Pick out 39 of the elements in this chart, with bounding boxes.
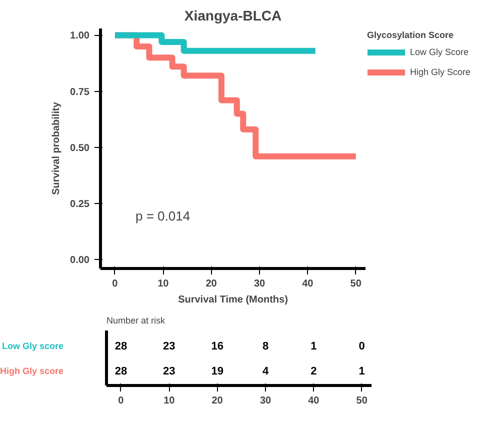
- legend-title: Glycosylation Score: [367, 30, 455, 40]
- chart-title: Number at risk: [106, 316, 166, 326]
- data-label: 23: [163, 340, 176, 352]
- data-label: 1: [310, 340, 317, 352]
- data-label: 0: [358, 340, 365, 352]
- y-tick-label: Low Gly score: [1, 340, 64, 353]
- chart-title: Xiangya-BLCA: [184, 8, 282, 24]
- y-tick-label: 1.00: [70, 30, 90, 42]
- x-tick-label: 0: [112, 278, 118, 290]
- y-tick-label: High Gly score: [0, 364, 64, 378]
- data-label: 28: [114, 340, 128, 352]
- data-label: 2: [310, 366, 317, 378]
- x-tick-label: 10: [158, 278, 170, 290]
- x-tick-label: 40: [302, 278, 314, 290]
- x-tick-label: 40: [308, 396, 320, 406]
- data-label: 16: [211, 340, 224, 352]
- legend-label: High Gly Score: [410, 67, 471, 77]
- x-tick-label: 20: [206, 278, 218, 290]
- data-label: 28: [114, 366, 128, 378]
- y-axis-title: Survival probability: [51, 102, 62, 195]
- y-tick-label: 0.25: [70, 198, 90, 210]
- x-tick-label: 0: [118, 396, 124, 406]
- data-label: 1: [358, 366, 365, 378]
- x-tick-label: 10: [164, 396, 176, 406]
- x-tick-label: 20: [212, 396, 224, 406]
- data-label: 23: [163, 366, 176, 378]
- x-tick-label: 50: [350, 278, 362, 290]
- data-label: 8: [262, 340, 269, 352]
- annotation: p = 0.014: [136, 208, 190, 224]
- data-label: 19: [211, 366, 224, 378]
- y-tick-label: 0.00: [70, 255, 90, 266]
- data-label: 4: [262, 366, 270, 378]
- x-tick-label: 50: [356, 396, 368, 406]
- legend-label: Low Gly Score: [410, 47, 469, 57]
- x-tick-label: 30: [254, 278, 266, 290]
- y-tick-label: 0.50: [70, 142, 90, 154]
- x-tick-label: 30: [260, 396, 272, 406]
- x-axis-title: Survival Time (Months): [178, 294, 288, 306]
- y-tick-label: 0.75: [70, 86, 90, 98]
